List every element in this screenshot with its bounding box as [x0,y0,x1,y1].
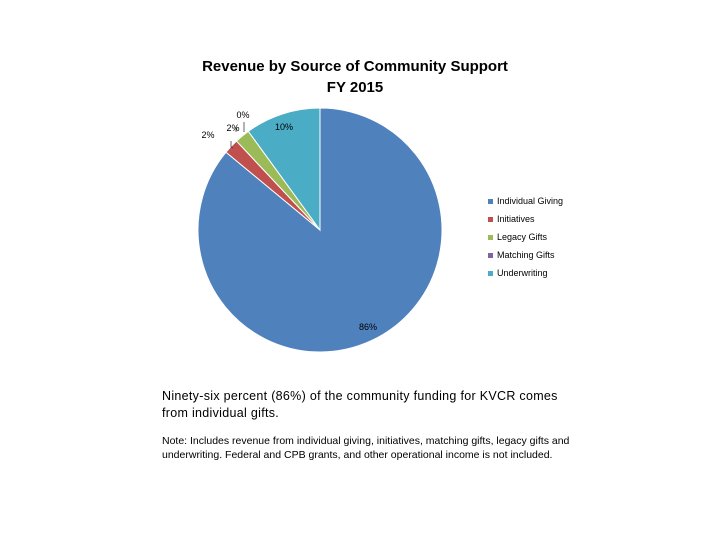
legend-swatch [488,252,493,258]
legend-label: Underwriting [497,268,548,278]
legend-swatch [488,216,493,222]
legend-swatch [488,270,493,276]
chart-title: Revenue by Source of Community Support [202,58,508,75]
legend-item: Matching Gifts [488,246,563,264]
chart-subtitle: FY 2015 [326,79,384,96]
chart-note: Note: Includes revenue from individual g… [162,435,570,461]
data-label: 10% [275,122,293,132]
legend-item: Underwriting [488,264,563,282]
data-label: 86% [359,322,377,332]
chart-legend: Individual Giving Initiatives Legacy Gifts… [488,192,563,282]
data-label: 2% [226,123,239,133]
legend-swatch [488,198,493,204]
data-label: 0% [236,110,249,120]
legend-item: Legacy Gifts [488,228,563,246]
legend-label: Matching Gifts [497,250,555,260]
legend-label: Initiatives [497,214,535,224]
leader-line [230,141,234,149]
data-label: 2% [201,130,214,140]
pie-slice-underwriting [247,107,321,232]
legend-item: Individual Giving [488,192,563,210]
chart-caption: Ninety-six percent (86%) of the communit… [162,389,558,420]
legend-label: Individual Giving [497,196,564,206]
legend-label: Legacy Gifts [497,232,548,242]
legend-swatch [488,234,493,240]
legend-item: Initiatives [488,210,563,228]
